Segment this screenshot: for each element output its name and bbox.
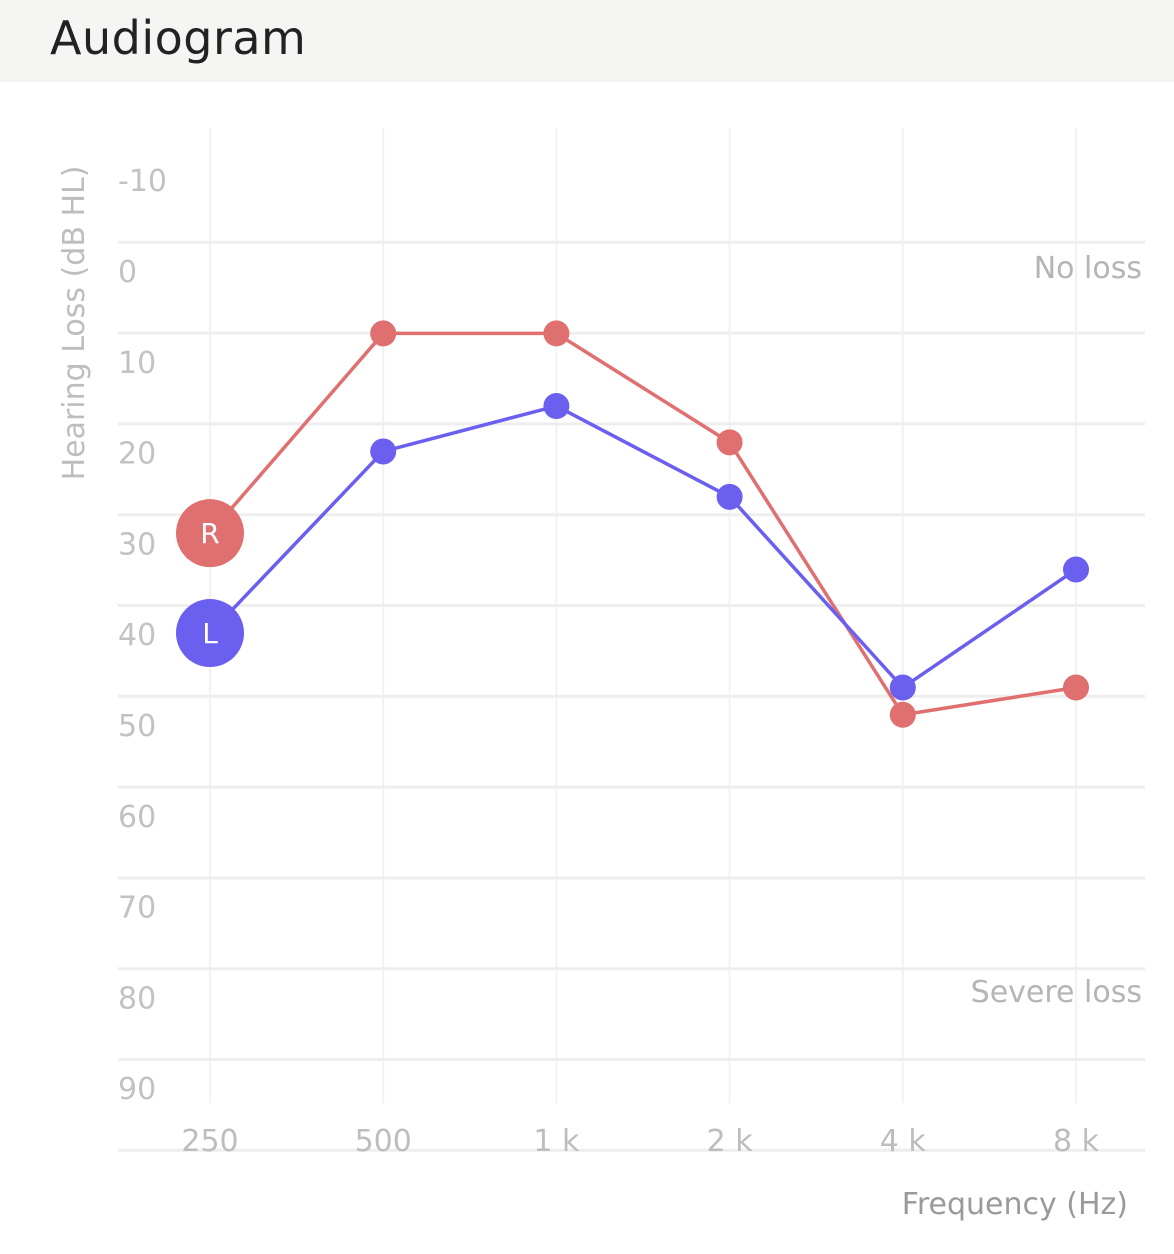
- series-marker-label: L: [202, 617, 218, 650]
- y-tick-label: 60: [118, 800, 156, 835]
- y-tick-label: 70: [118, 891, 156, 926]
- y-tick-label: 40: [118, 618, 156, 653]
- series-line: [208, 331, 1077, 717]
- page-header: Audiogram: [0, 0, 1174, 82]
- y-tick-label: 90: [118, 1072, 156, 1107]
- x-tick-label: 8 k: [1053, 1124, 1100, 1159]
- series-R: R: [176, 320, 1089, 728]
- y-tick-label: 10: [118, 346, 156, 381]
- x-tick-label: 500: [355, 1124, 412, 1159]
- y-tick-label: 80: [118, 981, 156, 1016]
- data-point[interactable]: [716, 429, 743, 456]
- page-title: Audiogram: [50, 11, 307, 65]
- y-tick-label: 50: [118, 709, 156, 744]
- data-point[interactable]: [543, 393, 570, 420]
- x-tick-label: 250: [181, 1124, 238, 1159]
- x-tick-label: 2 k: [707, 1124, 754, 1159]
- data-point[interactable]: [716, 483, 743, 510]
- data-point[interactable]: [543, 320, 570, 347]
- audiogram-svg: -10 0 10 20 30 40 50 60 70 80 90 250 500 1 k 2 k 4 k 8 …: [57, 128, 1145, 1222]
- y-axis-label: Hearing Loss (dB HL): [57, 166, 92, 481]
- y-tick-label: -10: [118, 164, 167, 199]
- y-tick-label: 0: [118, 255, 137, 290]
- series-line: [208, 404, 1077, 690]
- y-tick-label: 30: [118, 527, 156, 562]
- series-L: L: [176, 393, 1089, 701]
- series-marker[interactable]: [176, 499, 244, 568]
- y-tick-label: 20: [118, 437, 156, 472]
- data-point[interactable]: [889, 701, 916, 728]
- x-axis-label: Frequency (Hz): [902, 1187, 1128, 1222]
- data-point[interactable]: [370, 438, 397, 465]
- series-marker[interactable]: [176, 599, 244, 668]
- x-tick-label: 1 k: [533, 1124, 580, 1159]
- annotation-severe-loss: Severe loss: [971, 975, 1142, 1010]
- x-tick-label: 4 k: [880, 1124, 927, 1159]
- series-marker-label: R: [200, 517, 219, 550]
- data-point[interactable]: [370, 320, 397, 347]
- data-point[interactable]: [1063, 674, 1089, 701]
- data-point[interactable]: [1063, 556, 1089, 583]
- data-point[interactable]: [889, 674, 916, 701]
- annotation-no-loss: No loss: [1034, 251, 1142, 286]
- audiogram-chart: -10 0 10 20 30 40 50 60 70 80 90 250 500 1 k 2 k 4 k 8 …: [0, 82, 1174, 1250]
